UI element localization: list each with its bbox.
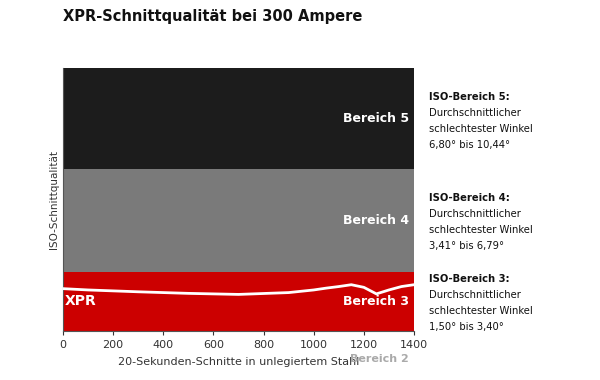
Text: Bereich 4: Bereich 4 <box>343 214 409 227</box>
Text: XPR-Schnittqualität bei 300 Ampere: XPR-Schnittqualität bei 300 Ampere <box>63 10 362 24</box>
X-axis label: 20-Sekunden-Schnitte in unlegiertem Stahl: 20-Sekunden-Schnitte in unlegiertem Stah… <box>118 356 359 367</box>
Text: ISO-Bereich 3:: ISO-Bereich 3: <box>429 274 509 284</box>
Text: schlechtester Winkel: schlechtester Winkel <box>429 306 533 316</box>
Bar <box>63 272 414 331</box>
Text: schlechtester Winkel: schlechtester Winkel <box>429 225 533 235</box>
Text: schlechtester Winkel: schlechtester Winkel <box>429 124 533 134</box>
Y-axis label: ISO-Schnittqualität: ISO-Schnittqualität <box>49 150 59 249</box>
Bar <box>63 169 414 272</box>
Text: 1,50° bis 3,40°: 1,50° bis 3,40° <box>429 322 504 332</box>
Text: 3,41° bis 6,79°: 3,41° bis 6,79° <box>429 241 504 251</box>
Text: XPR: XPR <box>65 294 97 308</box>
Text: Bereich 3: Bereich 3 <box>343 294 409 307</box>
Text: Durchschnittlicher: Durchschnittlicher <box>429 290 521 300</box>
Text: ISO-Bereich 4:: ISO-Bereich 4: <box>429 193 510 203</box>
Text: Durchschnittlicher: Durchschnittlicher <box>429 108 521 118</box>
Text: Bereich 2: Bereich 2 <box>350 354 409 364</box>
Text: 6,80° bis 10,44°: 6,80° bis 10,44° <box>429 139 510 150</box>
Text: ISO-Bereich 5:: ISO-Bereich 5: <box>429 92 510 102</box>
Bar <box>63 68 414 169</box>
Text: Bereich 5: Bereich 5 <box>343 112 409 125</box>
Text: Durchschnittlicher: Durchschnittlicher <box>429 209 521 219</box>
